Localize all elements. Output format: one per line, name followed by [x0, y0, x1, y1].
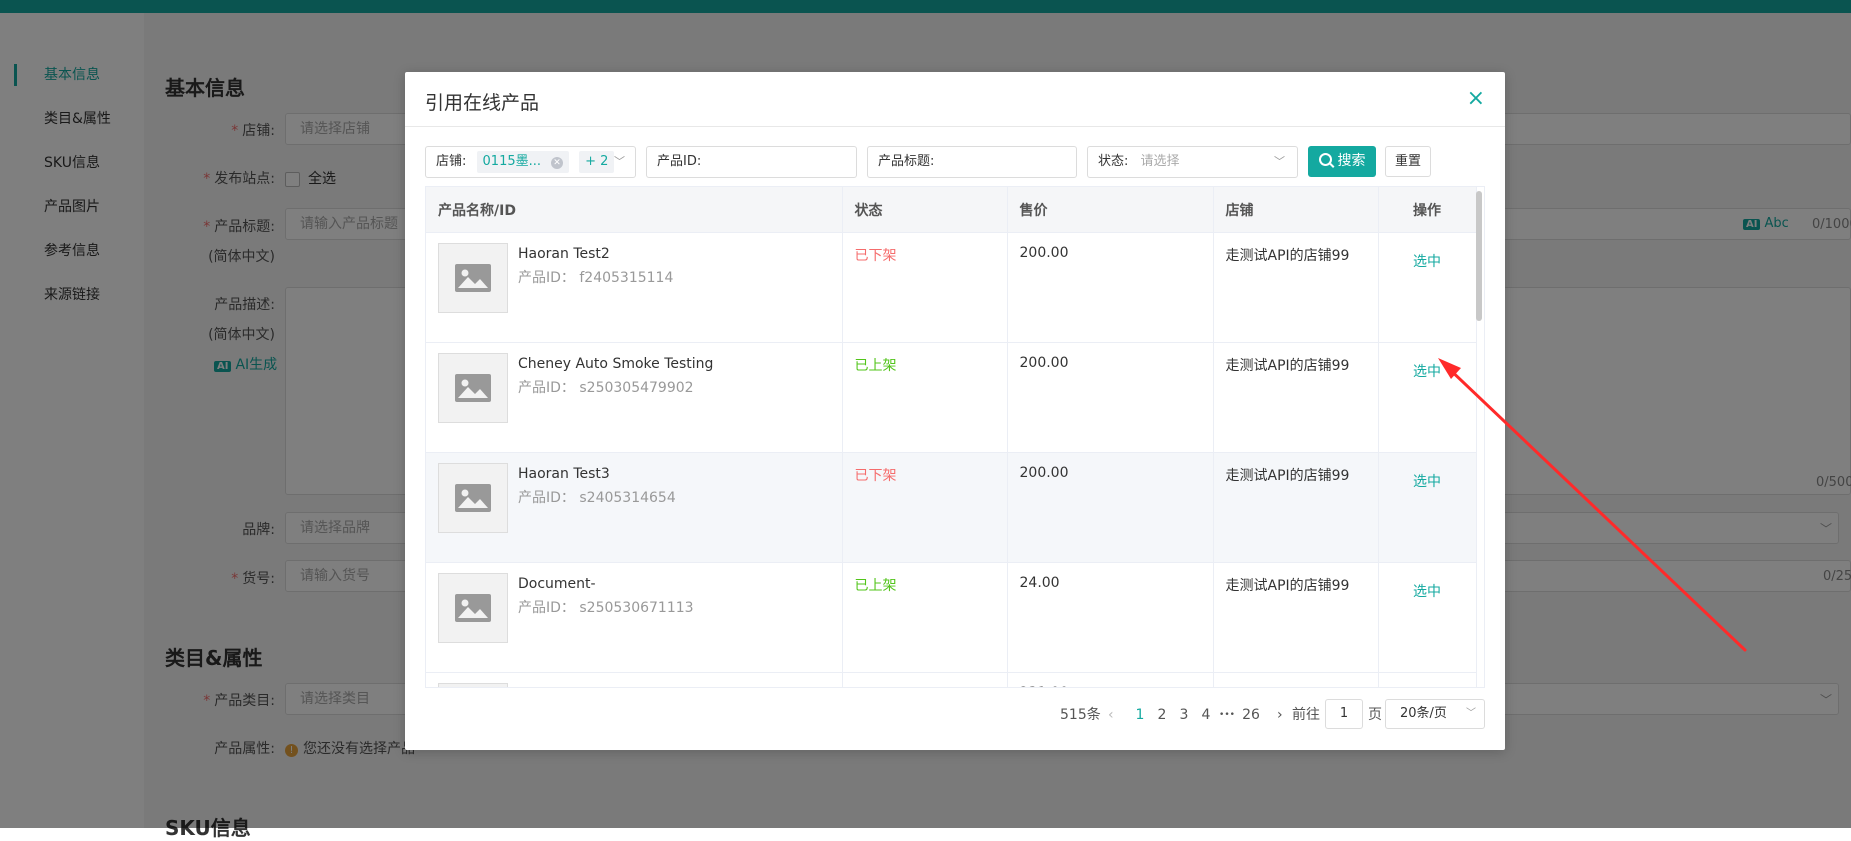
- product-cell: Haoran Test3 产品ID： s2405314654: [426, 452, 843, 563]
- col-header-status: 状态: [842, 187, 1008, 233]
- page-size-select[interactable]: 20条/页 ﹀: [1385, 699, 1485, 729]
- action-cell: 选中: [1378, 452, 1477, 563]
- product-name: 0530del: [438, 685, 830, 687]
- product-cell: Document- 产品ID： s250530671113: [426, 562, 843, 673]
- page-2[interactable]: 2: [1157, 707, 1167, 723]
- store-filter[interactable]: 店铺: 0115墨... ✕ + 2 ﹀: [425, 146, 636, 178]
- action-cell: 选中: [1378, 672, 1477, 687]
- price-cell: 200.00: [1007, 232, 1214, 343]
- search-icon: [1318, 153, 1332, 166]
- reference-product-modal: 引用在线产品 × 店铺: 0115墨... ✕ + 2 ﹀ 产品ID: 产品标题:…: [405, 72, 1505, 750]
- product-cell: Cheney Auto Smoke Testing 产品ID： s25030547…: [426, 342, 843, 453]
- status-badge: 已下架: [854, 248, 897, 264]
- image-placeholder-icon: [438, 353, 508, 423]
- close-icon[interactable]: ×: [1466, 86, 1485, 111]
- select-button[interactable]: 选中: [1413, 254, 1441, 270]
- modal-header: 引用在线产品 ×: [405, 72, 1505, 127]
- product-title-label: 产品标题:: [878, 154, 935, 169]
- prev-page-icon[interactable]: ‹: [1108, 707, 1114, 723]
- store-cell: 走测试API的店铺99: [1213, 342, 1379, 453]
- store-tag[interactable]: 0115墨... ✕: [476, 150, 570, 173]
- store-cell: 走测试API的店铺99: [1213, 452, 1379, 563]
- chevron-down-icon: ﹀: [1466, 708, 1476, 719]
- product-id: 产品ID： s2405314654: [518, 490, 676, 506]
- modal-title: 引用在线产品: [425, 92, 540, 114]
- product-name: Haoran Test2: [518, 246, 610, 262]
- search-button[interactable]: 搜索: [1308, 146, 1376, 177]
- status-cell: 已上架: [842, 342, 1008, 453]
- tag-close-icon[interactable]: ✕: [551, 156, 564, 169]
- status-badge: 已下架: [854, 468, 897, 484]
- status-cell: 已上架: [842, 672, 1008, 687]
- col-header-price: 售价: [1007, 187, 1214, 233]
- chevron-down-icon: ﹀: [614, 155, 625, 168]
- price-cell: 231.00: [1007, 672, 1214, 687]
- status-badge: 已上架: [854, 358, 897, 374]
- status-cell: 已下架: [842, 452, 1008, 563]
- image-placeholder-icon: [438, 243, 508, 313]
- status-cell: 已下架: [842, 232, 1008, 343]
- store-cell: 走测试API的店铺99: [1213, 672, 1379, 687]
- status-cell: 已上架: [842, 562, 1008, 673]
- page-4[interactable]: 4: [1201, 707, 1211, 723]
- product-id-label: 产品ID:: [657, 154, 702, 169]
- col-header-store: 店铺: [1213, 187, 1379, 233]
- page-3[interactable]: 3: [1179, 707, 1189, 723]
- product-id: 产品ID： f2405315114: [518, 270, 674, 286]
- page-unit: 页: [1368, 707, 1382, 723]
- store-cell: 走测试API的店铺99: [1213, 232, 1379, 343]
- status-badge: 已上架: [854, 578, 897, 594]
- col-header-name: 产品名称/ID: [426, 187, 843, 233]
- status-filter-label: 状态:: [1098, 154, 1129, 169]
- page-ellipsis[interactable]: •••: [1219, 710, 1235, 720]
- store-cell: 走测试API的店铺99: [1213, 562, 1379, 673]
- table-header: 产品名称/ID 状态 售价 店铺 操作: [426, 187, 1477, 233]
- product-title-filter[interactable]: 产品标题:: [867, 146, 1077, 178]
- table-row: Document- 产品ID： s250530671113 已上架 24.00 走测试A…: [426, 562, 1477, 673]
- product-id: 产品ID： s250530671113: [518, 600, 694, 616]
- status-filter[interactable]: 状态: 请选择 ﹀: [1087, 146, 1298, 178]
- product-cell: Haoran Test2 产品ID： f2405315114: [426, 232, 843, 343]
- image-placeholder-icon: [438, 573, 508, 643]
- table-row: Haoran Test2 产品ID： f2405315114 已下架 200.00 走测…: [426, 232, 1477, 343]
- action-cell: 选中: [1378, 562, 1477, 673]
- status-placeholder: 请选择: [1140, 154, 1180, 169]
- chevron-down-icon: ﹀: [1274, 155, 1285, 168]
- price-cell: 24.00: [1007, 562, 1214, 673]
- product-name: Document-: [518, 576, 596, 592]
- total-count: 515条: [1060, 707, 1101, 723]
- page-26[interactable]: 26: [1242, 707, 1260, 723]
- product-table: 产品名称/ID 状态 售价 店铺 操作 Haoran Test2 产品ID： f2…: [425, 186, 1485, 688]
- select-button[interactable]: 选中: [1413, 474, 1441, 490]
- image-placeholder-icon: [438, 683, 508, 687]
- price-cell: 200.00: [1007, 342, 1214, 453]
- product-name: Haoran Test3: [518, 466, 610, 482]
- table-row: 0530del产品ID： s250530913038已上架231.00走测试AP…: [426, 672, 1477, 687]
- product-cell: 0530del产品ID： s250530913038: [426, 672, 843, 687]
- select-button[interactable]: 选中: [1413, 584, 1441, 600]
- table-scrollbar[interactable]: [1476, 191, 1482, 321]
- store-filter-label: 店铺:: [436, 154, 467, 169]
- table-row: Haoran Test3 产品ID： s2405314654 已下架 200.00 走测…: [426, 452, 1477, 563]
- select-button[interactable]: 选中: [1413, 364, 1441, 380]
- goto-page-input[interactable]: 1: [1325, 699, 1363, 729]
- page-1[interactable]: 1: [1135, 707, 1145, 723]
- table-row: Cheney Auto Smoke Testing 产品ID： s25030547…: [426, 342, 1477, 453]
- next-page-icon[interactable]: ›: [1277, 707, 1283, 723]
- product-id-filter[interactable]: 产品ID:: [646, 146, 857, 178]
- product-name: Cheney Auto Smoke Testing: [518, 356, 714, 372]
- goto-label: 前往: [1292, 707, 1320, 723]
- col-header-action: 操作: [1378, 187, 1477, 233]
- image-placeholder-icon: [438, 463, 508, 533]
- store-more-tag: + 2: [579, 150, 615, 173]
- price-cell: 200.00: [1007, 452, 1214, 563]
- action-cell: 选中: [1378, 232, 1477, 343]
- product-id: 产品ID： s250305479902: [518, 380, 694, 396]
- action-cell: 选中: [1378, 342, 1477, 453]
- reset-button[interactable]: 重置: [1385, 146, 1431, 177]
